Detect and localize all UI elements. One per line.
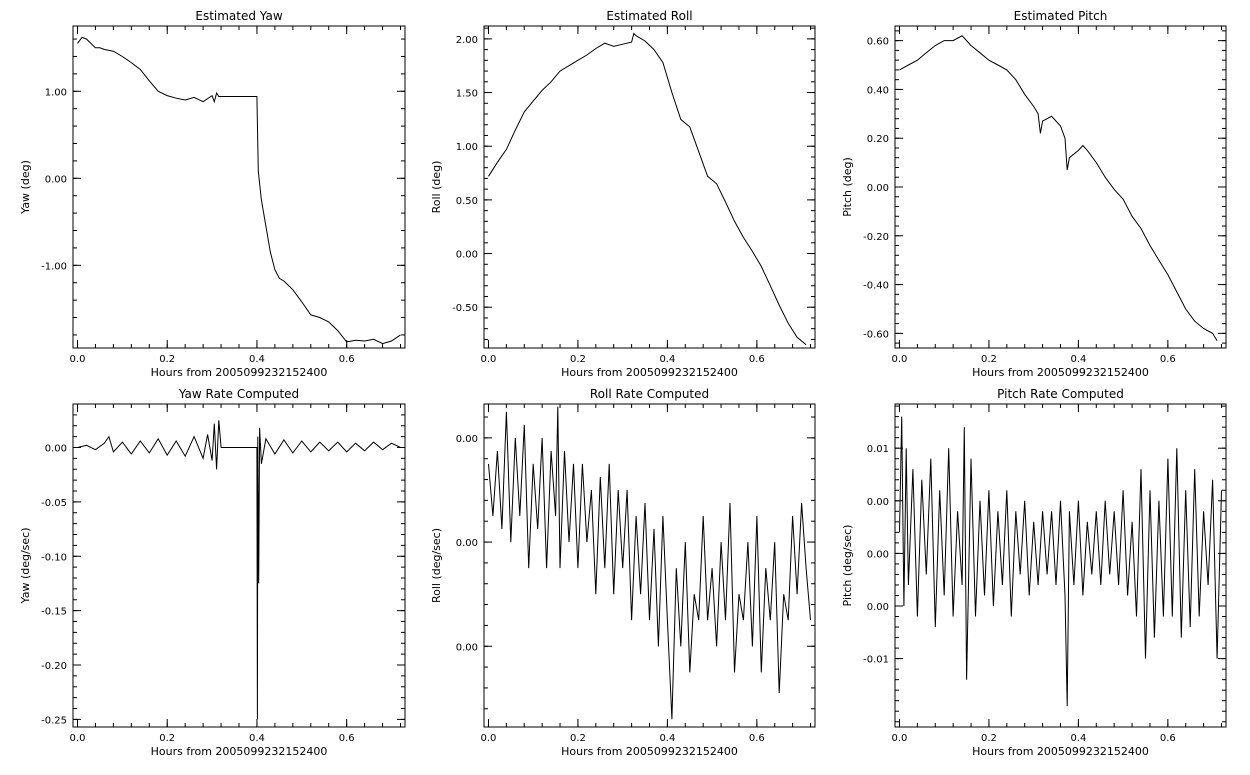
y-axis-label: Pitch (deg): [841, 157, 854, 217]
x-tick-label: 0.4: [1070, 733, 1086, 744]
y-tick-label: 0.00: [456, 250, 478, 261]
series-line: [899, 416, 1222, 707]
y-tick-label: 0.00: [867, 183, 889, 194]
x-tick-label: 0.0: [892, 354, 908, 365]
x-tick-label: 0.6: [749, 733, 765, 744]
x-tick-label: 0.2: [981, 354, 997, 365]
x-axis-label: Hours from 2005099232152400: [972, 745, 1149, 758]
panel-pitch-rate-computed: Pitch Rate Computed Hours from 200509923…: [841, 387, 1227, 758]
x-tick-label: 0.4: [659, 354, 675, 365]
panel-yaw-rate-computed: Yaw Rate Computed Hours from 20050992321…: [19, 387, 406, 758]
x-axis-label: Hours from 2005099232152400: [561, 745, 738, 758]
y-tick-label: -0.40: [863, 281, 889, 292]
chart-title: Roll Rate Computed: [590, 387, 709, 401]
y-tick-label: -0.10: [41, 552, 67, 563]
panel-roll-rate-computed: Roll Rate Computed Hours from 2005099232…: [430, 387, 816, 758]
x-tick-label: 0.6: [1160, 354, 1176, 365]
y-tick-label: 0.20: [867, 134, 889, 145]
y-tick-label: -0.50: [452, 303, 478, 314]
y-tick-label: -0.15: [41, 607, 67, 618]
plot-frame: [483, 25, 816, 349]
y-tick-label: 0.01: [867, 444, 889, 455]
y-tick-label: -0.25: [41, 715, 67, 726]
x-tick-label: 0.2: [159, 354, 175, 365]
x-tick-label: 0.0: [70, 354, 86, 365]
y-axis-label: Roll (deg/sec): [430, 528, 443, 603]
x-tick-label: 0.0: [70, 733, 86, 744]
y-tick-label: -0.20: [41, 661, 67, 672]
series-line: [899, 35, 1218, 341]
x-tick-label: 0.2: [159, 733, 175, 744]
y-tick-label: 0.00: [456, 538, 478, 549]
x-tick-label: 0.2: [570, 354, 586, 365]
x-tick-label: 0.6: [339, 733, 355, 744]
y-axis-label: Yaw (deg): [19, 160, 32, 215]
x-tick-label: 0.0: [892, 733, 908, 744]
chart-title: Pitch Rate Computed: [997, 387, 1124, 401]
y-tick-label: -0.20: [863, 232, 889, 243]
y-tick-label: 1.00: [45, 87, 67, 98]
y-tick-label: -0.60: [863, 329, 889, 340]
chart-title: Estimated Roll: [606, 9, 692, 23]
plot-frame: [72, 25, 406, 349]
y-axis-label: Yaw (deg/sec): [19, 527, 32, 604]
panel-estimated-yaw: Estimated Yaw Hours from 200509923215240…: [19, 9, 406, 379]
x-tick-label: 0.6: [749, 354, 765, 365]
x-axis-label: Hours from 2005099232152400: [151, 745, 328, 758]
y-tick-label: 0.00: [456, 434, 478, 445]
x-axis-label: Hours from 2005099232152400: [151, 366, 328, 379]
x-tick-label: 0.4: [249, 354, 265, 365]
y-tick-label: -0.05: [41, 498, 67, 509]
y-tick-label: -1.00: [41, 261, 67, 272]
y-tick-label: 0.00: [867, 497, 889, 508]
panel-estimated-pitch: Estimated Pitch Hours from 2005099232152…: [841, 9, 1227, 379]
x-tick-label: 0.4: [249, 733, 265, 744]
x-tick-label: 0.2: [981, 733, 997, 744]
x-tick-label: 0.2: [570, 733, 586, 744]
y-tick-label: -0.01: [863, 655, 889, 666]
y-tick-label: 0.60: [867, 37, 889, 48]
y-axis-label: Pitch (deg/sec): [841, 525, 854, 607]
y-tick-label: 0.50: [456, 196, 478, 207]
y-tick-label: 1.00: [456, 142, 478, 153]
plot-frame: [483, 403, 816, 728]
x-tick-label: 0.4: [659, 733, 675, 744]
series-line: [488, 406, 811, 720]
series-line: [488, 32, 807, 346]
y-tick-label: 0.40: [867, 85, 889, 96]
x-tick-label: 0.0: [481, 354, 497, 365]
plot-frame: [894, 25, 1227, 349]
y-tick-label: 0.00: [45, 174, 67, 185]
chart-title: Estimated Yaw: [195, 9, 282, 23]
series-line: [77, 36, 401, 345]
chart-title: Estimated Pitch: [1014, 9, 1108, 23]
chart-title: Yaw Rate Computed: [178, 387, 299, 401]
y-axis-label: Roll (deg): [430, 161, 443, 214]
x-axis-label: Hours from 2005099232152400: [972, 366, 1149, 379]
y-tick-label: 0.00: [867, 549, 889, 560]
x-tick-label: 0.0: [481, 733, 497, 744]
y-tick-label: 0.00: [867, 602, 889, 613]
x-tick-label: 0.6: [1160, 733, 1176, 744]
y-tick-label: 0.00: [45, 444, 67, 455]
y-tick-label: 0.00: [456, 642, 478, 653]
plot-frame: [72, 403, 406, 728]
y-tick-label: 2.00: [456, 35, 478, 46]
x-tick-label: 0.6: [339, 354, 355, 365]
x-tick-label: 0.4: [1070, 354, 1086, 365]
x-axis-label: Hours from 2005099232152400: [561, 366, 738, 379]
y-tick-label: 1.50: [456, 89, 478, 100]
series-line: [77, 420, 401, 720]
panel-estimated-roll: Estimated Roll Hours from 20050992321524…: [430, 9, 816, 379]
